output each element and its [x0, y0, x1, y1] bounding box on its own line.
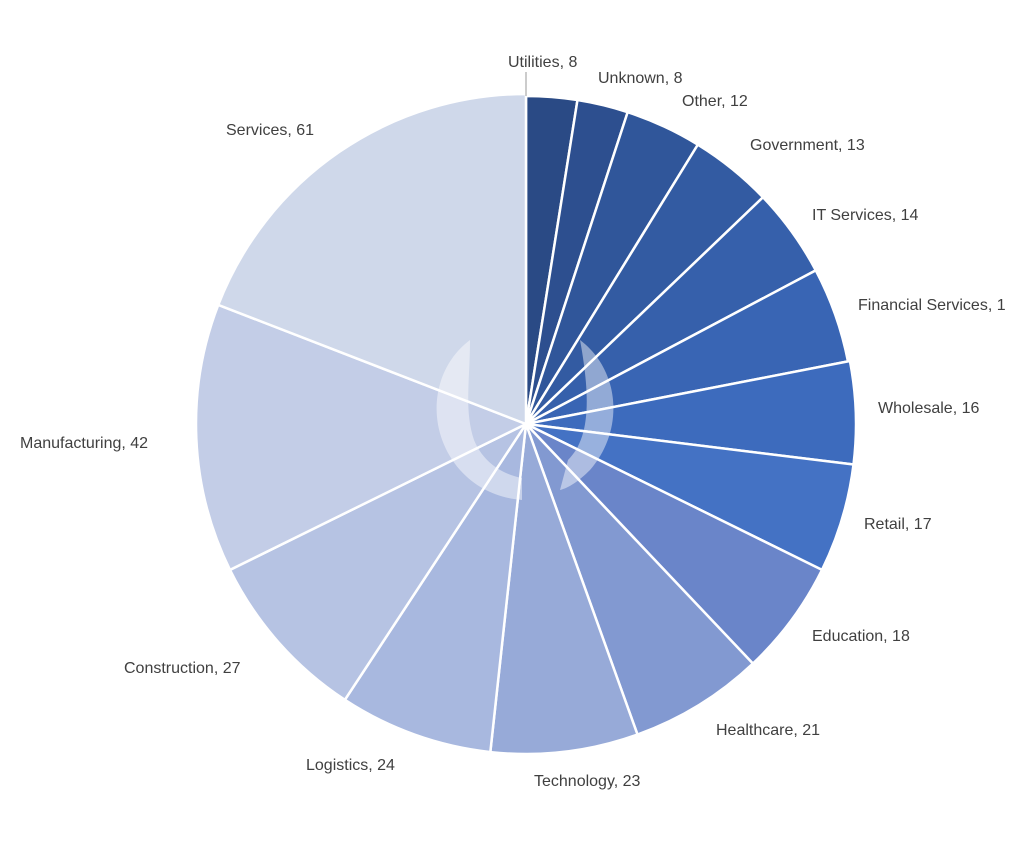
slice-label-technology: Technology, 23 — [534, 773, 641, 790]
slice-label-logistics: Logistics, 24 — [306, 757, 395, 774]
pie-slice-manufacturing — [194, 303, 530, 572]
slice-label-government: Government, 13 — [750, 137, 865, 154]
pie-slices — [194, 92, 858, 756]
slice-labels: Utilities, 8 Unknown, 8 Other, 12 Governmen… — [20, 54, 1006, 790]
slice-label-financial-services: Financial Services, 1 — [858, 297, 1006, 314]
slice-label-construction: Construction, 27 — [124, 660, 241, 677]
pie-slice-services — [216, 92, 528, 426]
slice-label-other: Other, 12 — [682, 93, 748, 110]
slice-label-utilities: Utilities, 8 — [508, 54, 577, 71]
pie-slice-technology — [488, 423, 640, 756]
slice-label-services: Services, 61 — [226, 122, 314, 139]
slice-label-healthcare: Healthcare, 21 — [716, 722, 820, 739]
pie-slice-healthcare — [524, 423, 755, 737]
slice-label-manufacturing: Manufacturing, 42 — [20, 435, 148, 452]
slice-label-unknown: Unknown, 8 — [598, 70, 683, 87]
slice-label-wholesale: Wholesale, 16 — [878, 400, 979, 417]
watermark-logo — [436, 340, 614, 500]
pie-slice-construction — [228, 420, 530, 702]
slice-label-retail: Retail, 17 — [864, 516, 932, 533]
slice-label-it-services: IT Services, 14 — [812, 207, 919, 224]
slice-label-education: Education, 18 — [812, 628, 910, 645]
pie-slice-logistics — [343, 423, 528, 754]
